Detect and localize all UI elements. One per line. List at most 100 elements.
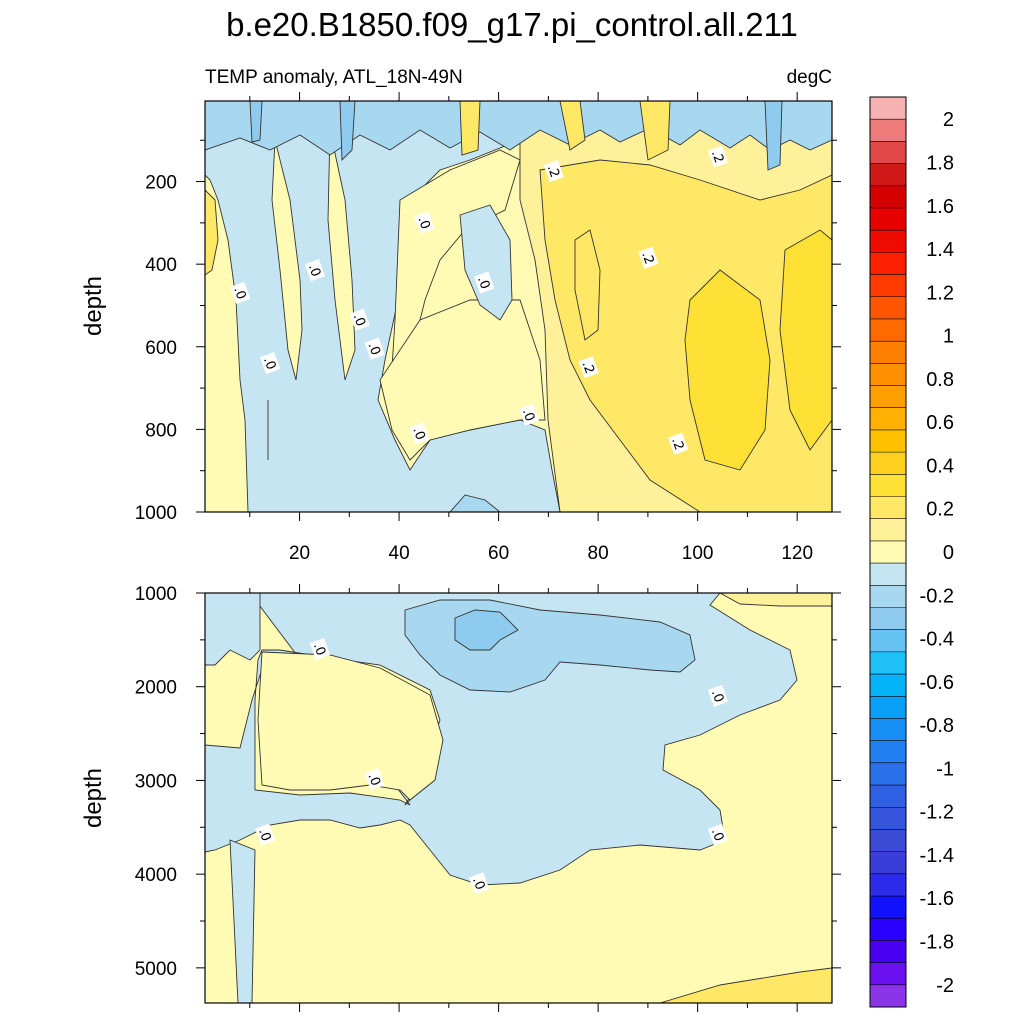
colorbar-swatch — [870, 141, 906, 164]
x-tick-label: 40 — [389, 543, 410, 564]
contour-label: .2 — [578, 356, 599, 379]
colorbar-label: 0.4 — [926, 455, 954, 477]
lower-cold-tongue — [229, 839, 256, 1003]
x-tick-label: 120 — [781, 543, 813, 564]
colorbar-label: -0.8 — [920, 715, 954, 737]
contour-label-box — [364, 768, 385, 791]
contour-label-text: .2 — [579, 359, 597, 376]
contour-label-box — [707, 823, 729, 846]
colorbar-swatch — [870, 984, 906, 1008]
x-tick-label: 100 — [682, 543, 714, 564]
contour-label-text: .2 — [544, 163, 562, 180]
contour-label-text: .0 — [260, 355, 278, 372]
contour-label: .0 — [230, 281, 251, 304]
colorbar-swatch — [870, 674, 906, 697]
contour-label-text: .0 — [519, 407, 537, 424]
lower-y-axis-label: depth — [80, 768, 107, 828]
x-tick-label: 60 — [488, 543, 509, 564]
contour-label-text: .0 — [474, 275, 492, 292]
lower-cold-core-inner — [454, 609, 519, 651]
colorbar-label: 1 — [943, 326, 954, 348]
colorbar-swatch — [870, 740, 906, 764]
colorbar-swatch — [870, 185, 906, 209]
upper-surface-cold-2 — [339, 101, 356, 162]
contour-label-box — [304, 259, 326, 282]
colorbar-swatch — [870, 785, 906, 808]
contour-label: .2 — [668, 432, 689, 455]
lower-cold-lobe-left — [205, 593, 261, 666]
colorbar-swatch — [870, 896, 906, 919]
colorbar-swatch — [870, 296, 906, 320]
colorbar-swatch — [870, 851, 906, 875]
y-tick-label: 800 — [145, 420, 177, 441]
contour-label-box — [409, 422, 430, 445]
contour-label-box — [255, 823, 276, 846]
y-tick-label: 200 — [145, 173, 177, 194]
contour-label-box — [364, 337, 385, 360]
contour-label-box — [349, 308, 370, 331]
chart-subtitle-left: TEMP anomaly, ATL_18N-49N — [205, 67, 463, 88]
contour-label-text: .0 — [469, 875, 487, 892]
colorbar-label: -0.2 — [920, 585, 954, 607]
contour-label: .0 — [414, 211, 435, 234]
colorbar-swatch — [870, 540, 906, 564]
colorbar-label: 0 — [943, 542, 954, 564]
colorbar: 2 1.8 1.6 1.4 1.2 1 0.8 0.6 0.4 0.2 0 -0.2 -0.4 -0.6 -… — [869, 96, 954, 1008]
contour-label: .0 — [707, 823, 729, 846]
upper-warm-tongue-1 — [271, 139, 303, 381]
y-tick-label: 600 — [145, 338, 177, 359]
upper-warm-core-1 — [684, 269, 771, 471]
lower-panel-contours — [205, 593, 832, 1003]
colorbar-swatch — [870, 585, 906, 608]
contour-label-text: .0 — [708, 688, 726, 705]
colorbar-swatch — [870, 474, 906, 497]
colorbar-swatch — [870, 163, 906, 187]
chart-title: b.e20.B1850.f09_g17.pi_control.all.211 — [226, 6, 798, 43]
x-tick-label: 80 — [588, 543, 609, 564]
colorbar-swatch — [870, 807, 906, 830]
contour-label: .2 — [543, 160, 564, 183]
upper-plot-frame — [204, 100, 833, 513]
colorbar-swatch — [870, 363, 906, 386]
chart-subtitle-right: degC — [787, 67, 832, 88]
contour-label-box — [707, 145, 729, 168]
colorbar-label: 0.6 — [926, 412, 954, 434]
lower-top-right-warm — [719, 593, 832, 607]
upper-surface-warm-3 — [459, 101, 481, 156]
colorbar-label: 1.2 — [926, 282, 954, 304]
colorbar-swatch — [870, 651, 906, 675]
contour-label-box — [668, 432, 689, 455]
upper-surface-warm-1 — [559, 101, 586, 151]
contour-label: .0 — [364, 768, 385, 791]
colorbar-swatch — [870, 762, 906, 786]
contour-label: .0 — [309, 638, 331, 661]
y-tick-label: 5000 — [135, 959, 177, 980]
contour-label: .0 — [469, 872, 490, 895]
contour-label-box — [309, 638, 331, 661]
contour-label-text: .0 — [365, 771, 383, 788]
contour-label-text: .2 — [708, 149, 726, 166]
upper-cold-pocket — [459, 204, 513, 321]
contour-label-text: .0 — [365, 341, 383, 358]
colorbar-label: -1.4 — [920, 845, 954, 867]
contour-label: .0 — [255, 823, 276, 846]
colorbar-frame — [869, 96, 907, 1008]
colorbar-swatch — [870, 207, 906, 231]
lower-panel: .0 .0 .0 .0 .0 .0 1000 2000 3000 4000 5000 depth — [80, 584, 841, 1012]
y-tick-label: 400 — [145, 255, 177, 276]
colorbar-swatch — [870, 718, 906, 742]
colorbar-swatch — [870, 230, 906, 253]
colorbar-swatch — [870, 829, 906, 853]
colorbar-swatch — [870, 629, 906, 653]
contour-label-box — [414, 211, 435, 234]
contour-label: .0 — [518, 403, 540, 426]
colorbar-label: -0.6 — [920, 672, 954, 694]
upper-axes: 20 40 60 80 100 120 200 400 600 800 1000 — [135, 92, 841, 564]
colorbar-swatch — [870, 962, 906, 986]
colorbar-swatch — [870, 429, 906, 453]
contour-label-box — [469, 872, 490, 895]
colorbar-swatch — [870, 119, 906, 142]
colorbar-swatch — [870, 696, 906, 719]
upper-warm-tongue-2 — [327, 129, 356, 381]
upper-warm-edge — [205, 189, 219, 276]
